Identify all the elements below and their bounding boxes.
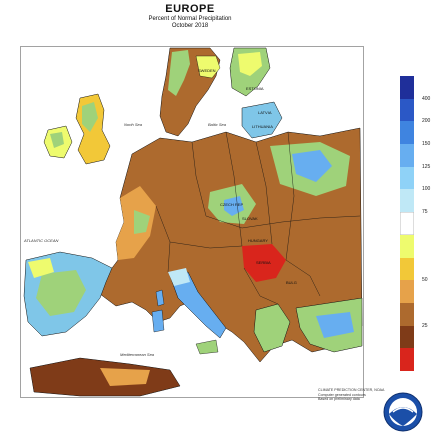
map-subtitle: Percent of Normal Precipitation — [148, 16, 232, 22]
label-slovak: SLOVAK — [242, 216, 258, 221]
region-france-green — [134, 210, 150, 234]
legend-label: 75 — [422, 209, 428, 216]
map-title: EUROPE — [165, 3, 215, 15]
credit-block: CLIMATE PREDICTION CENTER, NOAA Computer… — [318, 388, 392, 402]
legend-label: 200 — [422, 118, 431, 125]
label-estonia: ESTONIA — [246, 86, 264, 91]
region-sardinia — [151, 309, 165, 333]
label-bulgaria: BULG — [286, 280, 297, 285]
legend-swatch — [400, 76, 414, 100]
region-corsica — [155, 289, 165, 307]
region-sicily — [195, 339, 219, 355]
map-titles: EUROPE Percent of Normal Precipitation O… — [0, 3, 380, 29]
region-iberia-yellow — [28, 258, 54, 278]
label-serbia: SERBIA — [256, 260, 271, 265]
credit-line2: Computer generated contours — [318, 392, 366, 397]
map-period: October 2018 — [171, 23, 209, 29]
credit-line3: Based on preliminary data — [318, 397, 360, 402]
label-latvia: LATVIA — [258, 110, 272, 115]
region-baltic-states — [241, 101, 283, 139]
legend-swatch — [400, 280, 414, 304]
region-britain-green — [82, 102, 98, 132]
legend-swatch — [400, 234, 414, 259]
legend-label: 150 — [422, 141, 431, 148]
region-iberia-green — [36, 270, 86, 316]
region-balkans-red — [242, 244, 286, 282]
legend-swatch — [400, 189, 414, 213]
legend-swatch — [400, 212, 414, 236]
region-turkey-blue — [316, 312, 354, 338]
legend-swatch — [400, 166, 414, 190]
legend-label: 400 — [422, 95, 431, 102]
region-sweden-yellow — [195, 55, 221, 79]
legend-swatch — [400, 144, 414, 168]
label-north-sea: North Sea — [124, 122, 143, 127]
label-hungary: HUNGARY — [248, 238, 268, 243]
region-italy — [169, 271, 227, 339]
legend-swatch — [400, 121, 414, 145]
legend-swatch — [400, 348, 414, 372]
legend-swatch — [400, 98, 414, 122]
label-baltic-sea: Baltic Sea — [208, 122, 227, 127]
region-italy-north — [168, 268, 190, 286]
region-scandinavia-green — [168, 50, 190, 96]
country-borders — [155, 131, 361, 305]
region-ireland-green — [50, 132, 64, 148]
legend-label: 125 — [422, 163, 431, 170]
label-mediterranean: Mediterranean Sea — [120, 352, 155, 357]
legend-swatch — [400, 302, 414, 327]
label-lithuania: LITHUANIA — [252, 124, 273, 129]
label-atlantic: ATLANTIC OCEAN — [23, 238, 58, 243]
credit-center: CLIMATE PREDICTION CENTER, NOAA — [318, 388, 385, 392]
region-north-africa-light — [100, 368, 150, 386]
region-east-blue — [292, 150, 332, 182]
noaa-logo-icon — [383, 392, 423, 432]
legend-label: 25 — [422, 322, 428, 329]
legend-colorbar — [400, 76, 414, 372]
legend-swatch — [400, 325, 414, 349]
legend-label: 50 — [422, 277, 428, 284]
region-finland-yellow — [238, 52, 262, 76]
label-czech: CZECH REP — [220, 202, 243, 207]
legend-swatch — [400, 257, 414, 281]
precipitation-map: SWEDEN ESTONIA LATVIA LITHUANIA CZECH RE… — [20, 46, 364, 398]
region-central-blue — [224, 196, 244, 216]
label-sweden: SWEDEN — [198, 68, 216, 73]
legend-label: 100 — [422, 186, 431, 193]
